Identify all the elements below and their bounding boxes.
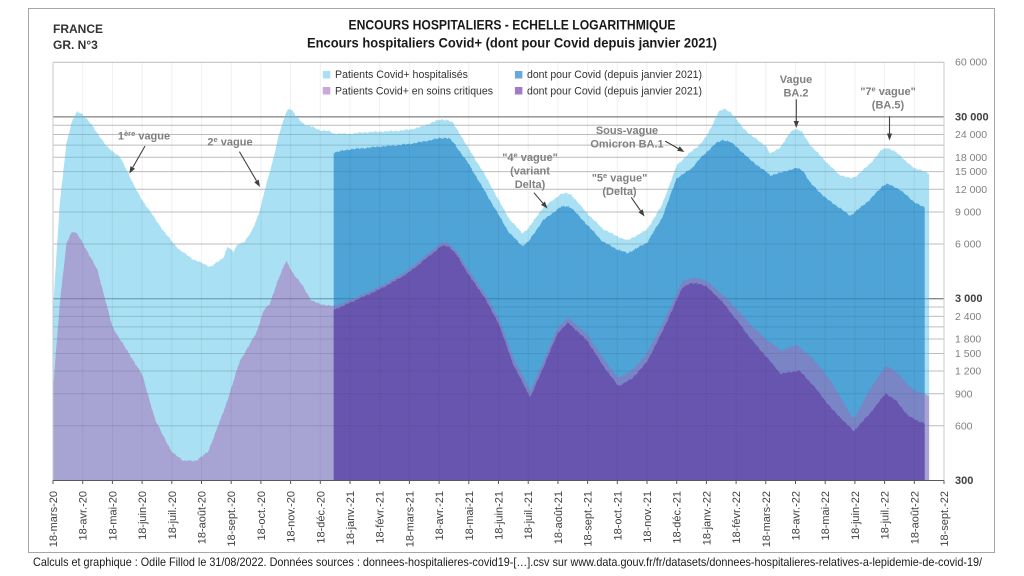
svg-text:30 000: 30 000 [955, 111, 989, 123]
svg-text:18-août-20: 18-août-20 [197, 491, 209, 544]
svg-text:18-juil.-22: 18-juil.-22 [880, 491, 892, 539]
svg-text:18-août-22: 18-août-22 [909, 491, 921, 544]
svg-text:GR. N°3: GR. N°3 [53, 38, 98, 52]
svg-text:18-déc.-21: 18-déc.-21 [672, 491, 684, 544]
svg-text:18-oct.-20: 18-oct.-20 [256, 491, 268, 541]
svg-text:18-mai-22: 18-mai-22 [820, 491, 832, 541]
svg-text:Omicron BA.1: Omicron BA.1 [590, 139, 663, 151]
svg-text:ENCOURS HOSPITALIERS - ECHELLE: ENCOURS HOSPITALIERS - ECHELLE LOGARITHM… [349, 18, 676, 33]
svg-text:12 000: 12 000 [955, 184, 987, 196]
svg-text:2e vague: 2e vague [207, 135, 252, 149]
svg-text:dont pour Covid (depuis janvie: dont pour Covid (depuis janvier 2021) [527, 86, 702, 98]
svg-text:18-sept.-21: 18-sept.-21 [583, 491, 595, 547]
svg-text:"4e vague": "4e vague" [502, 151, 558, 165]
svg-text:18-oct.-21: 18-oct.-21 [612, 491, 624, 541]
svg-text:18-avr.-21: 18-avr.-21 [434, 491, 446, 541]
svg-text:(Delta): (Delta) [602, 186, 637, 198]
svg-text:dont pour Covid (depuis janvie: dont pour Covid (depuis janvier 2021) [527, 69, 702, 81]
svg-text:60 000: 60 000 [955, 57, 987, 69]
svg-text:Delta): Delta) [515, 179, 546, 191]
svg-text:18-mai-20: 18-mai-20 [107, 491, 119, 541]
svg-text:18-janv.-22: 18-janv.-22 [701, 491, 713, 545]
svg-text:Encours hospitaliers Covid+ (d: Encours hospitaliers Covid+ (dont pour C… [307, 36, 717, 51]
svg-text:2 400: 2 400 [955, 311, 981, 323]
svg-text:18 000: 18 000 [955, 152, 987, 164]
svg-text:3 000: 3 000 [955, 293, 983, 305]
svg-text:9 000: 9 000 [955, 206, 981, 218]
svg-text:18-juil.-21: 18-juil.-21 [523, 491, 535, 539]
svg-text:18-janv.-21: 18-janv.-21 [345, 491, 357, 545]
svg-text:1 200: 1 200 [955, 366, 981, 378]
svg-text:1 800: 1 800 [955, 334, 981, 346]
svg-text:18-juin-20: 18-juin-20 [137, 491, 149, 540]
svg-text:18-juin-21: 18-juin-21 [494, 491, 506, 540]
svg-text:Vague: Vague [780, 74, 812, 86]
svg-text:Sous-vague: Sous-vague [596, 125, 658, 137]
svg-text:6 000: 6 000 [955, 238, 981, 250]
svg-text:18-avr.-20: 18-avr.-20 [78, 491, 90, 541]
svg-text:Calculs et graphique : Odile F: Calculs et graphique : Odile Fillod le 3… [33, 555, 983, 569]
svg-text:24 000: 24 000 [955, 129, 987, 141]
svg-text:"5e vague": "5e vague" [592, 171, 648, 185]
svg-text:Patients Covid+ hospitalisés: Patients Covid+ hospitalisés [335, 69, 468, 81]
svg-text:"7e vague": "7e vague" [860, 85, 916, 99]
svg-text:Patients Covid+ en soins criti: Patients Covid+ en soins critiques [335, 86, 493, 98]
svg-text:18-avr.-22: 18-avr.-22 [791, 491, 803, 541]
svg-text:300: 300 [955, 475, 973, 487]
svg-text:18-mars-20: 18-mars-20 [48, 491, 60, 547]
svg-text:18-août-21: 18-août-21 [553, 491, 565, 544]
svg-text:18-juil.-20: 18-juil.-20 [167, 491, 179, 539]
svg-text:18-mai-21: 18-mai-21 [464, 491, 476, 541]
svg-text:18-nov.-21: 18-nov.-21 [642, 491, 654, 543]
svg-text:(BA.5): (BA.5) [872, 100, 905, 112]
svg-text:FRANCE: FRANCE [53, 22, 103, 36]
svg-text:18-juin-22: 18-juin-22 [850, 491, 862, 540]
svg-text:1 500: 1 500 [955, 348, 981, 360]
svg-text:18-sept.-22: 18-sept.-22 [939, 491, 951, 547]
svg-text:18-sept.-20: 18-sept.-20 [226, 491, 238, 547]
svg-text:18-nov.-20: 18-nov.-20 [286, 491, 298, 543]
svg-text:(variant: (variant [510, 166, 550, 178]
svg-text:BA.2: BA.2 [783, 88, 808, 100]
svg-text:18-mars-21: 18-mars-21 [404, 491, 416, 547]
svg-text:18-mars-22: 18-mars-22 [761, 491, 773, 547]
svg-text:18-déc.-20: 18-déc.-20 [315, 491, 327, 544]
svg-text:900: 900 [955, 388, 973, 400]
svg-text:18-févr.-22: 18-févr.-22 [731, 491, 743, 544]
svg-text:600: 600 [955, 420, 973, 432]
svg-text:18-févr.-21: 18-févr.-21 [375, 491, 387, 544]
svg-text:15 000: 15 000 [955, 166, 987, 178]
